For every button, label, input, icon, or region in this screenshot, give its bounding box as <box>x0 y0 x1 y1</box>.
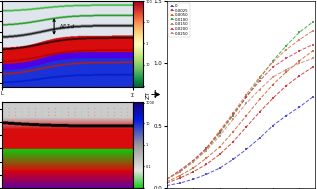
0.0150 <box>165 178 168 180</box>
0.0025 <box>271 97 275 99</box>
0.0250 <box>178 171 182 173</box>
0.0200 <box>244 96 248 98</box>
0 <box>311 96 315 98</box>
0 <box>258 137 262 139</box>
0.0250 <box>191 161 195 163</box>
Line: 0.0250: 0.0250 <box>165 57 314 180</box>
0 <box>178 182 182 184</box>
0.0100 <box>178 171 182 173</box>
0.0100 <box>231 115 235 117</box>
0.0100 <box>165 178 168 180</box>
0.0150 <box>244 93 248 96</box>
0 <box>284 115 288 117</box>
0.0025 <box>218 153 222 156</box>
0.0100 <box>204 148 208 150</box>
0.0200 <box>191 160 195 162</box>
0.0100 <box>191 161 195 163</box>
0.0100 <box>284 45 288 47</box>
0.0050 <box>231 131 235 133</box>
0.0200 <box>271 66 275 68</box>
Line: 0.0050: 0.0050 <box>165 50 314 183</box>
0.0150 <box>298 39 301 41</box>
0.0050 <box>178 174 182 177</box>
0.0150 <box>311 30 315 32</box>
0.0200 <box>218 131 222 133</box>
0 <box>191 178 195 180</box>
0.0025 <box>244 126 248 128</box>
0.0050 <box>191 167 195 169</box>
0 <box>218 167 222 169</box>
Legend: 0, 0.0025, 0.0050, 0.0100, 0.0150, 0.0200, 0.0250: 0, 0.0025, 0.0050, 0.0100, 0.0150, 0.020… <box>168 3 190 37</box>
0.0150 <box>231 112 235 114</box>
Text: +: + <box>150 88 160 101</box>
0.0200 <box>258 80 262 82</box>
0.0100 <box>271 60 275 62</box>
Line: 0.0150: 0.0150 <box>165 30 314 180</box>
0.0050 <box>271 83 275 86</box>
0.0025 <box>204 163 208 166</box>
0.0200 <box>178 170 182 172</box>
0.0150 <box>271 61 275 63</box>
0.0050 <box>165 181 168 183</box>
0.0100 <box>258 77 262 79</box>
0.0250 <box>231 118 235 121</box>
0.0250 <box>204 149 208 152</box>
0.0200 <box>204 147 208 149</box>
0.0250 <box>218 135 222 137</box>
0.0250 <box>258 88 262 91</box>
0 <box>244 148 248 150</box>
0.0050 <box>284 71 288 73</box>
Y-axis label: ZT: ZT <box>146 91 151 98</box>
0.0025 <box>284 85 288 87</box>
0.0250 <box>298 62 301 64</box>
0.0150 <box>204 147 208 149</box>
0.0100 <box>311 21 315 23</box>
0.0150 <box>258 76 262 78</box>
0.0025 <box>298 75 301 77</box>
Line: 0.0200: 0.0200 <box>165 43 314 180</box>
0.0050 <box>311 50 315 52</box>
0 <box>298 106 301 108</box>
0.0025 <box>165 182 168 184</box>
0.0250 <box>165 178 168 180</box>
0.0050 <box>204 157 208 159</box>
Line: 0: 0 <box>165 96 314 187</box>
0.0050 <box>244 115 248 117</box>
0.0250 <box>244 102 248 104</box>
0.0200 <box>165 178 168 180</box>
0.0050 <box>298 60 301 62</box>
0.0200 <box>298 50 301 52</box>
0.0025 <box>231 141 235 143</box>
0.0200 <box>284 57 288 60</box>
Line: 0.0100: 0.0100 <box>165 21 314 180</box>
0.0100 <box>218 132 222 134</box>
0.0025 <box>191 171 195 173</box>
0.0050 <box>258 98 262 101</box>
0 <box>271 125 275 127</box>
0.0100 <box>244 96 248 98</box>
0.0050 <box>218 146 222 148</box>
Line: 0.0025: 0.0025 <box>165 66 314 184</box>
0.0250 <box>284 68 288 71</box>
0.0250 <box>271 76 275 78</box>
0.0150 <box>178 170 182 172</box>
Text: $\Delta E$ $\Sigma d$: $\Delta E$ $\Sigma d$ <box>59 22 75 30</box>
0.0100 <box>298 31 301 33</box>
0.0025 <box>311 66 315 68</box>
0.0025 <box>258 111 262 113</box>
0.0200 <box>311 43 315 46</box>
0 <box>231 158 235 160</box>
0 <box>204 173 208 175</box>
0.0150 <box>218 129 222 132</box>
0.0025 <box>178 177 182 179</box>
0.0150 <box>191 160 195 162</box>
0.0150 <box>284 48 288 51</box>
0 <box>165 184 168 187</box>
0.0200 <box>231 113 235 116</box>
0.0250 <box>311 57 315 60</box>
